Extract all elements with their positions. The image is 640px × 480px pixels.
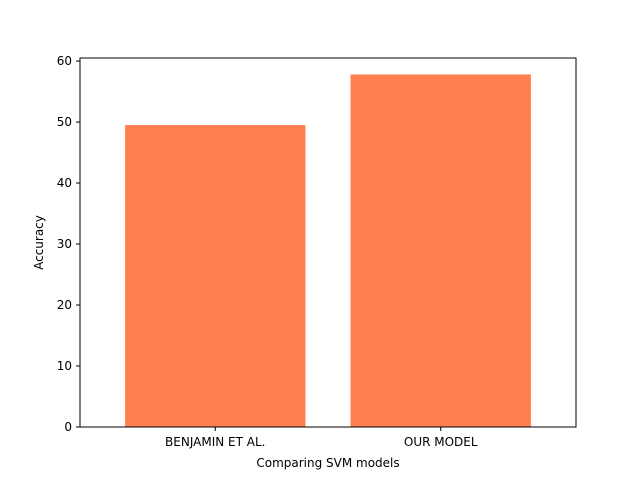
x-axis-title: Comparing SVM models xyxy=(256,456,399,470)
x-tick-label: BENJAMIN ET AL. xyxy=(165,435,265,449)
plot-frame xyxy=(79,57,577,428)
y-tick-label: 60 xyxy=(57,54,72,68)
y-tick-label: 40 xyxy=(57,176,72,190)
x-tick-label: OUR MODEL xyxy=(404,435,478,449)
bar-1 xyxy=(350,74,531,427)
y-tick-label: 50 xyxy=(57,115,72,129)
y-tick-label: 0 xyxy=(64,420,72,434)
y-tick-label: 10 xyxy=(57,359,72,373)
x-axis-ticks: BENJAMIN ET AL. OUR MODEL xyxy=(165,427,478,449)
y-tick-label: 20 xyxy=(57,298,72,312)
bar-0 xyxy=(125,125,306,427)
y-tick-label: 30 xyxy=(57,237,72,251)
bars-group xyxy=(125,74,531,427)
y-axis-ticks: 0 10 20 30 40 50 60 xyxy=(57,54,80,434)
y-axis-title: Accuracy xyxy=(32,215,46,270)
